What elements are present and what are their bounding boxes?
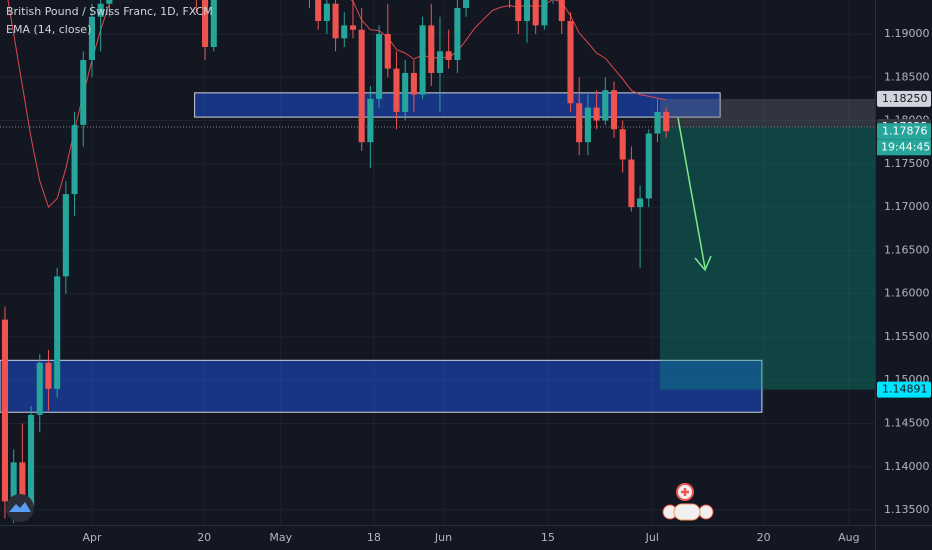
- candle-body: [445, 51, 452, 60]
- candle-body: [428, 25, 435, 73]
- y-tick-label: 1.18500: [884, 70, 930, 83]
- price-badge-label: 1.17876: [882, 124, 928, 137]
- x-tick-label: Apr: [82, 531, 102, 544]
- candle-body: [558, 0, 565, 22]
- y-tick-label: 1.14500: [884, 416, 930, 429]
- candle-body: [410, 72, 417, 95]
- arrow: [677, 117, 712, 272]
- candle-body: [315, 0, 322, 22]
- candle-body: [36, 362, 43, 415]
- y-tick-label: 1.15500: [884, 330, 930, 343]
- y-tick-label: 1.19000: [884, 27, 930, 40]
- candle-body: [532, 0, 539, 26]
- price-badge: [877, 381, 931, 398]
- candle-body: [88, 16, 96, 60]
- y-tick-label: 1.16500: [884, 243, 930, 256]
- candle-body: [1, 319, 9, 502]
- x-tick-label: 18: [367, 531, 381, 544]
- timer: 19:44:45: [881, 140, 930, 153]
- price-badge-label: 1.18250: [882, 92, 928, 105]
- candle-body: [54, 276, 61, 389]
- price-badge-label: 1.14891: [882, 383, 928, 396]
- candle-body: [323, 3, 330, 22]
- chart-title: British Pound / Swiss Franc, 1D, FXCM: [6, 5, 213, 18]
- candle-body: [515, 0, 522, 22]
- candle-body: [619, 129, 626, 160]
- candle-body: [332, 3, 339, 39]
- zone: [0, 359, 763, 413]
- candle-body: [541, 0, 548, 26]
- x-tick-label: 20: [197, 531, 211, 544]
- candle-body: [393, 68, 400, 112]
- candle-body: [628, 159, 635, 208]
- ema-line: [7, 0, 667, 209]
- x-tick-label: 20: [757, 531, 771, 544]
- candle-body: [593, 107, 600, 121]
- candle-body: [62, 194, 69, 277]
- candle-body: [523, 0, 531, 22]
- x-tick-label: Aug: [838, 531, 859, 544]
- candle-body: [567, 21, 574, 104]
- candle-body: [106, 0, 113, 4]
- candle-body: [663, 111, 670, 132]
- candle-body: [402, 72, 409, 112]
- candle-body: [610, 90, 618, 130]
- candle-body: [463, 0, 470, 9]
- candle-body: [419, 25, 426, 95]
- candle-body: [576, 103, 583, 143]
- y-tick-label: 1.13500: [884, 503, 930, 516]
- stop-area: [660, 98, 875, 128]
- candle-body: [602, 90, 609, 121]
- price-badge: [877, 90, 931, 107]
- candle-body: [637, 198, 644, 208]
- candle-body: [358, 29, 365, 143]
- candle-body: [645, 133, 652, 199]
- logo: [6, 494, 34, 522]
- y-tick-label: 1.17500: [884, 157, 930, 170]
- price-badge: [877, 123, 931, 140]
- candle-body: [28, 414, 35, 506]
- x-tick-label: 15: [541, 531, 555, 544]
- candle-body: [341, 25, 348, 39]
- candle-body: [367, 98, 374, 143]
- candle-body: [210, 0, 217, 47]
- x-tick-label: Jul: [645, 531, 659, 544]
- candle-body: [10, 462, 17, 498]
- candle-body: [19, 462, 26, 506]
- candle-body: [654, 111, 661, 134]
- x-tick-label: May: [269, 531, 292, 544]
- event-icons: [662, 483, 714, 521]
- candle-body: [349, 25, 357, 30]
- target-area: [660, 127, 875, 390]
- candle-body: [584, 107, 591, 143]
- candle-body: [97, 3, 104, 17]
- candle-body: [80, 59, 87, 125]
- y-tick-label: 1.14000: [884, 460, 930, 473]
- candle-body: [384, 34, 391, 69]
- candle-body: [45, 362, 52, 389]
- candle-body: [376, 34, 383, 99]
- timer-badge: [877, 139, 931, 156]
- candle-body: [71, 124, 78, 195]
- y-tick-label: 1.16000: [884, 287, 930, 300]
- candle-body: [202, 0, 209, 47]
- candle-body: [454, 8, 461, 60]
- x-tick-label: Jun: [434, 531, 452, 544]
- y-tick-label: 1.17000: [884, 200, 930, 213]
- candle-body: [436, 51, 444, 73]
- indicator-label: EMA (14, close): [6, 23, 91, 36]
- zone: [194, 92, 721, 118]
